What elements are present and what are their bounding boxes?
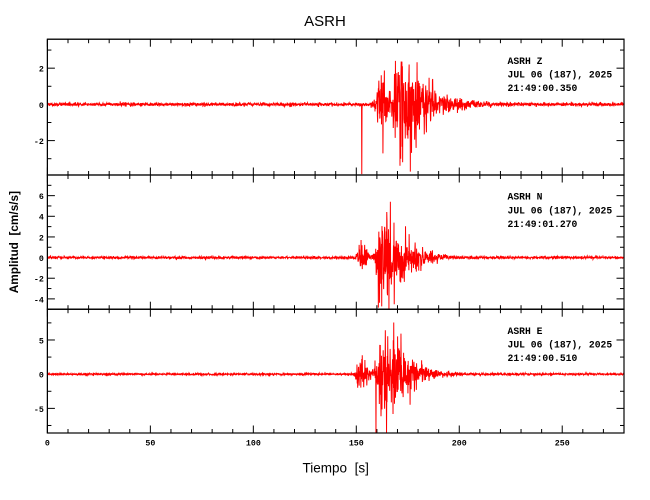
svg-text:ASRH E: ASRH E [508,326,543,337]
svg-text:-2: -2 [34,138,44,147]
svg-text:-4: -4 [34,296,44,305]
svg-text:ASRH N: ASRH N [508,192,543,203]
svg-text:2: 2 [39,66,44,75]
svg-text:0: 0 [39,102,44,111]
svg-text:0: 0 [45,440,50,449]
svg-text:100: 100 [246,440,261,449]
svg-text:21:49:01.270: 21:49:01.270 [508,219,578,230]
svg-text:250: 250 [555,440,570,449]
svg-text:5: 5 [39,337,44,346]
svg-text:4: 4 [39,214,44,223]
svg-text:150: 150 [349,440,364,449]
svg-text:6: 6 [39,193,44,202]
svg-text:JUL 06 (187), 2025: JUL 06 (187), 2025 [508,205,613,216]
svg-text:Amplitud [cm/s/s]: Amplitud [cm/s/s] [7,191,21,293]
svg-text:ASRH: ASRH [304,13,346,30]
svg-text:21:49:00.350: 21:49:00.350 [508,83,578,94]
svg-text:200: 200 [452,440,467,449]
svg-text:ASRH Z: ASRH Z [508,56,543,67]
svg-text:-2: -2 [34,276,44,285]
svg-text:-5: -5 [34,406,44,415]
svg-text:JUL 06 (187), 2025: JUL 06 (187), 2025 [508,340,613,351]
svg-text:0: 0 [39,372,44,381]
svg-text:50: 50 [145,440,155,449]
svg-text:21:49:00.510: 21:49:00.510 [508,353,578,364]
svg-text:0: 0 [39,255,44,264]
svg-text:Tiempo [s]: Tiempo [s] [303,461,369,476]
svg-text:2: 2 [39,234,44,243]
svg-text:JUL 06 (187), 2025: JUL 06 (187), 2025 [508,70,613,81]
